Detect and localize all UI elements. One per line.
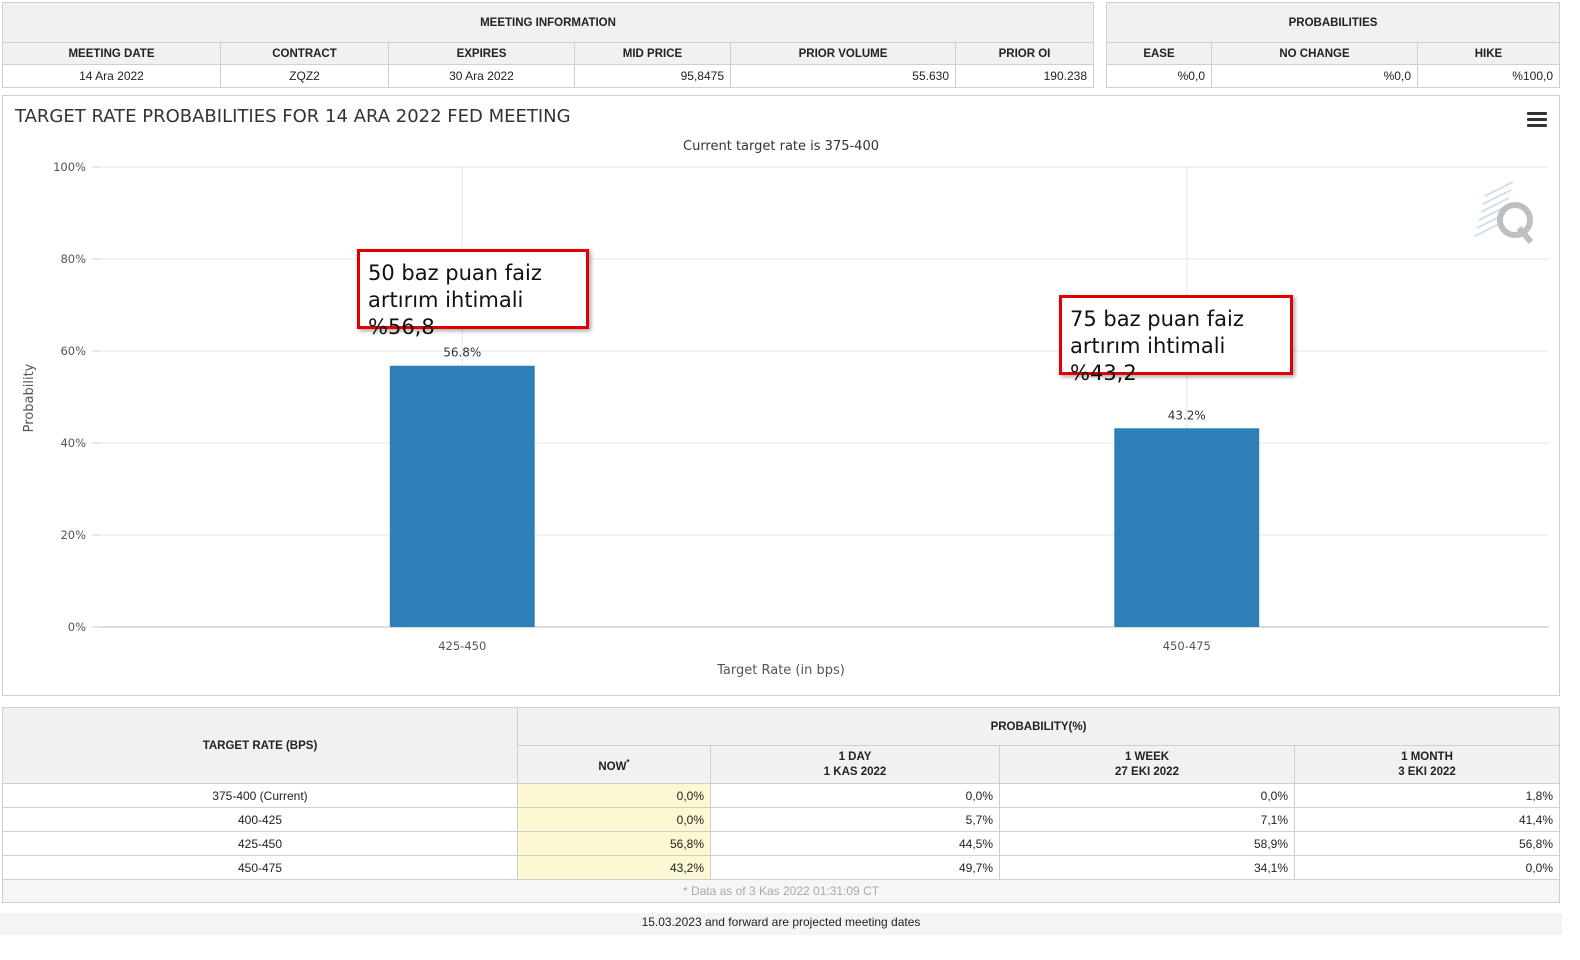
- x-axis-label: Target Rate (in bps): [716, 663, 845, 678]
- x-axis-ticks: 425-450 450-475: [438, 639, 1211, 653]
- header-1-week: 1 WEEK 27 EKI 2022: [999, 745, 1295, 784]
- prior-oi-value: 190.238: [955, 64, 1094, 88]
- target-rate-chart: TARGET RATE PROBABILITIES FOR 14 ARA 202…: [14, 106, 1549, 678]
- now-value: 43,2%: [517, 855, 711, 880]
- y-tick-label: 0%: [68, 620, 86, 634]
- header-meeting-date: MEETING DATE: [2, 42, 221, 65]
- one-month-value: 56,8%: [1294, 831, 1560, 856]
- y-tick-label: 100%: [53, 160, 86, 174]
- now-value: 56,8%: [517, 831, 711, 856]
- data-label-425-450: 56.8%: [443, 346, 481, 360]
- meeting-info-table: MEETING INFORMATION MEETING DATE CONTRAC…: [2, 2, 1094, 88]
- annotation-2-line-2: artırım ihtimali %43,2: [1070, 334, 1226, 385]
- now-value: 0,0%: [517, 807, 711, 832]
- one-month-value: 1,8%: [1294, 783, 1560, 808]
- header-ease: EASE: [1106, 42, 1212, 65]
- hike-value: %100,0: [1417, 64, 1560, 88]
- no-change-value: %0,0: [1211, 64, 1418, 88]
- header-now: NOW*: [517, 745, 711, 784]
- header-prior-oi: PRIOR OI: [955, 42, 1094, 65]
- one-week-value: 7,1%: [999, 807, 1295, 832]
- one-week-value: 58,9%: [999, 831, 1295, 856]
- data-labels: 56.8% 43.2%: [443, 346, 1206, 423]
- bars: [389, 365, 1260, 627]
- y-axis-ticks: 0% 20% 40% 60% 80% 100%: [53, 160, 100, 634]
- meeting-info-title: MEETING INFORMATION: [2, 2, 1094, 43]
- probability-group-title: PROBABILITY(%): [517, 707, 1560, 746]
- expires-value: 30 Ara 2022: [388, 64, 575, 88]
- one-month-value: 0,0%: [1294, 855, 1560, 880]
- one-day-value: 0,0%: [710, 783, 1000, 808]
- contract-value: ZQZ2: [220, 64, 389, 88]
- mid-price-value: 95,8475: [574, 64, 731, 88]
- target-rate-table: TARGET RATE (BPS) PROBABILITY(%) NOW* 1 …: [2, 707, 1560, 903]
- y-tick-label: 20%: [60, 528, 86, 542]
- header-target-rate: TARGET RATE (BPS): [2, 707, 518, 784]
- one-day-value: 49,7%: [710, 855, 1000, 880]
- projected-dates-note: 15.03.2023 and forward are projected mee…: [0, 913, 1562, 935]
- y-axis-label: Probability: [22, 363, 37, 432]
- data-timestamp-note: * Data as of 3 Kas 2022 01:31:09 CT: [2, 879, 1560, 903]
- one-day-value: 5,7%: [710, 807, 1000, 832]
- ease-value: %0,0: [1106, 64, 1212, 88]
- data-label-450-475: 43.2%: [1168, 408, 1206, 422]
- meeting-date-value: 14 Ara 2022: [2, 64, 221, 88]
- table-row: 450-475 43,2% 49,7% 34,1% 0,0%: [2, 855, 1560, 880]
- annotation-1-line-1: 50 baz puan faiz: [368, 261, 542, 285]
- rate-label: 425-450: [2, 831, 518, 856]
- probabilities-title: PROBABILITIES: [1106, 2, 1560, 43]
- annotation-2-line-1: 75 baz puan faiz: [1070, 307, 1244, 331]
- bar-425-450[interactable]: [389, 365, 535, 627]
- header-expires: EXPIRES: [388, 42, 575, 65]
- header-1-day: 1 DAY 1 KAS 2022: [710, 745, 1000, 784]
- bar-450-475[interactable]: [1114, 428, 1260, 627]
- header-1-month: 1 MONTH 3 EKI 2022: [1294, 745, 1560, 784]
- header-prior-volume: PRIOR VOLUME: [730, 42, 956, 65]
- y-tick-label: 80%: [60, 252, 86, 266]
- chart-title: TARGET RATE PROBABILITIES FOR 14 ARA 202…: [14, 106, 571, 127]
- annotation-callout-2: 75 baz puan faiz artırım ihtimali %43,2: [1059, 295, 1293, 385]
- chart-subtitle: Current target rate is 375-400: [683, 139, 879, 154]
- header-contract: CONTRACT: [220, 42, 389, 65]
- chart-panel: TARGET RATE PROBABILITIES FOR 14 ARA 202…: [2, 95, 1560, 696]
- probabilities-table: PROBABILITIES EASE NO CHANGE HIKE %0,0 %…: [1106, 2, 1560, 88]
- header-hike: HIKE: [1417, 42, 1560, 65]
- one-week-value: 0,0%: [999, 783, 1295, 808]
- table-row: 375-400 (Current) 0,0% 0,0% 0,0% 1,8%: [2, 783, 1560, 808]
- annotation-1-line-2: artırım ihtimali %56,8: [368, 288, 524, 339]
- x-tick-label-425-450: 425-450: [438, 639, 486, 653]
- rate-label: 400-425: [2, 807, 518, 832]
- x-tick-label-450-475: 450-475: [1163, 639, 1211, 653]
- y-tick-label: 40%: [60, 436, 86, 450]
- one-day-value: 44,5%: [710, 831, 1000, 856]
- now-value: 0,0%: [517, 783, 711, 808]
- grid-lines: [100, 166, 1549, 628]
- cme-q-logo-icon: [1474, 181, 1534, 244]
- one-month-value: 41,4%: [1294, 807, 1560, 832]
- hamburger-menu-icon[interactable]: [1527, 112, 1547, 128]
- table-row: 400-425 0,0% 5,7% 7,1% 41,4%: [2, 807, 1560, 832]
- prior-volume-value: 55.630: [730, 64, 956, 88]
- header-no-change: NO CHANGE: [1211, 42, 1418, 65]
- header-mid-price: MID PRICE: [574, 42, 731, 65]
- table-row: 425-450 56,8% 44,5% 58,9% 56,8%: [2, 831, 1560, 856]
- one-week-value: 34,1%: [999, 855, 1295, 880]
- y-tick-label: 60%: [60, 344, 86, 358]
- rate-label: 375-400 (Current): [2, 783, 518, 808]
- rate-label: 450-475: [2, 855, 518, 880]
- annotation-callout-1: 50 baz puan faiz artırım ihtimali %56,8: [357, 249, 589, 339]
